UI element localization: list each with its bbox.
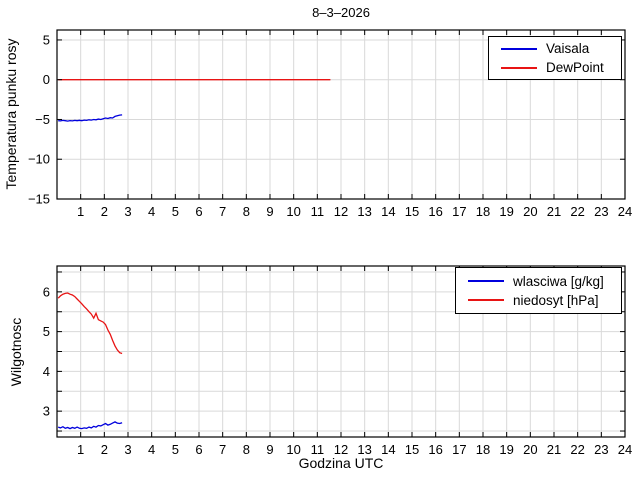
legend-item-wlasciwa: wlasciwa [g/kg] [456,272,621,291]
x-tick-label: 20 [523,442,537,457]
x-tick-label: 15 [405,204,419,219]
x-tick-label: 3 [124,204,131,219]
x-tick-label: 14 [381,204,395,219]
y-tick-label: 6 [43,284,50,299]
x-tick-label: 17 [452,204,466,219]
x-axis-label: Godzina UTC [299,455,384,471]
y-tick-label: 3 [43,404,50,419]
x-tick-label: 16 [428,442,442,457]
series-lines [57,292,123,430]
x-tick-label: 1 [77,442,84,457]
legend-label: wlasciwa [g/kg] [513,273,604,289]
legend-line-sample-red [468,299,504,301]
x-tick-label: 18 [476,442,490,457]
x-tick-label: 9 [266,204,273,219]
legend-label: Vaisala [546,41,590,56]
y-tick-label: −10 [28,152,50,167]
x-tick-label: 21 [547,204,561,219]
x-tick-label: 22 [570,442,584,457]
x-tick-label: 6 [195,204,202,219]
y-tick-label: 5 [43,32,50,47]
tick-labels: 1 2 3 4 5 6 7 8 9 10 11 12 13 14 15 16 17 18 19 20 21 22 23 243… [43,284,632,457]
x-tick-label: 12 [334,204,348,219]
x-tick-label: 2 [101,442,108,457]
x-tick-label: 23 [594,204,608,219]
series-line [57,421,123,430]
x-tick-label: 11 [311,204,325,219]
x-tick-label: 13 [357,442,371,457]
x-tick-label: 13 [357,204,371,219]
y-tick-label: 4 [43,364,50,379]
x-tick-label: 18 [476,204,490,219]
y-tick-label: 5 [43,324,50,339]
x-tick-label: 4 [148,204,155,219]
x-tick-label: 10 [286,442,300,457]
x-tick-label: 7 [219,442,226,457]
legend-line-sample-red [501,66,537,69]
legend-label: DewPoint [546,60,604,75]
legend-item-niedosyt: niedosyt [hPa] [456,291,621,310]
x-tick-label: 1 [77,204,84,219]
x-tick-label: 3 [124,442,131,457]
x-tick-label: 21 [547,442,561,457]
x-tick-label: 17 [452,442,466,457]
tick-marks [57,266,626,437]
x-tick-label: 2 [101,204,108,219]
x-tick-label: 22 [570,204,584,219]
x-tick-label: 24 [618,442,632,457]
x-tick-label: 5 [172,204,179,219]
series-line [58,114,123,122]
x-tick-label: 14 [381,442,395,457]
x-tick-label: 24 [618,204,632,219]
x-tick-label: 16 [428,204,442,219]
y-tick-label: −15 [28,192,50,207]
x-tick-label: 15 [405,442,419,457]
x-tick-label: 8 [243,204,250,219]
legend-temperature[interactable]: Vaisala DewPoint [488,36,622,80]
legend-humidity[interactable]: wlasciwa [g/kg] niedosyt [hPa] [455,267,622,314]
x-tick-label: 8 [243,442,250,457]
tick-marks [57,30,626,200]
x-tick-label: 4 [148,442,155,457]
tick-labels: 1 2 3 4 5 6 7 8 9 10 11 12 13 14 15 16 17 18 19 20 21 22 23 245… [28,32,632,219]
legend-item-dewpoint: DewPoint [489,58,621,77]
x-tick-label: 11 [311,442,325,457]
legend-line-sample-blue [501,47,537,50]
legend-line-sample-blue [468,280,504,282]
x-tick-label: 12 [334,442,348,457]
x-tick-label: 19 [499,204,513,219]
x-tick-label: 19 [499,442,513,457]
y-tick-label: −5 [35,112,50,127]
series-line [57,292,123,355]
y-tick-label: 0 [43,72,50,87]
y-axis-label-humidity: Wilgotnosc [8,318,24,386]
series-lines [58,79,331,122]
x-tick-label: 7 [219,204,226,219]
legend-item-vaisala: Vaisala [489,39,621,58]
x-tick-label: 5 [172,442,179,457]
y-axis-label-temperature: Temperatura punku rosy [3,39,19,190]
x-tick-label: 6 [195,442,202,457]
chart-title: 8–3–2026 [312,5,370,20]
x-tick-label: 23 [594,442,608,457]
x-tick-label: 10 [286,204,300,219]
x-tick-label: 9 [266,442,273,457]
x-tick-label: 20 [523,204,537,219]
legend-label: niedosyt [hPa] [513,292,599,308]
